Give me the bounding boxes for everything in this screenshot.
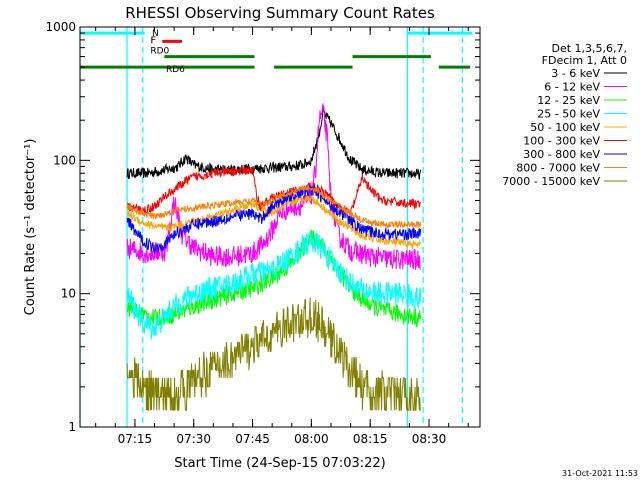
y-tick-label-1: 10 — [61, 287, 76, 301]
flag-label-2: F — [150, 35, 156, 46]
x-tick-label-4: 08:15 — [353, 432, 388, 446]
legend-header-0: Det 1,3,5,6,7, — [551, 42, 627, 55]
x-axis-label: Start Time (24-Sep-15 07:03:22) — [174, 456, 385, 471]
y-tick-label-2: 100 — [53, 153, 76, 167]
series-trace-2 — [126, 229, 422, 329]
flag-label-5: RD6 — [166, 65, 185, 75]
x-tick-label-2: 07:45 — [235, 432, 270, 446]
flag-label-3: RD0 — [150, 47, 169, 57]
legend-entry-4: 50 - 100 keV — [530, 121, 600, 134]
timestamp-label: 31-Oct-2021 11:53 — [562, 469, 638, 478]
series-trace-8 — [126, 297, 421, 411]
legend-entry-2: 12 - 25 keV — [537, 94, 600, 107]
series-trace-5 — [126, 164, 421, 216]
x-tick-label-3: 08:00 — [294, 432, 329, 446]
series-trace-7 — [126, 185, 422, 230]
legend-entry-7: 800 - 7000 keV — [516, 162, 600, 175]
data-layer — [80, 27, 463, 427]
legend-entry-0: 3 - 6 keV — [551, 67, 600, 80]
x-tick-label-1: 07:30 — [176, 432, 211, 446]
series-trace-6 — [126, 184, 422, 254]
plot-frame — [79, 26, 481, 428]
legend: Det 1,3,5,6,7,FDecim 1, Att 03 - 6 keV6 … — [502, 42, 627, 188]
legend-header-1: FDecim 1, Att 0 — [542, 54, 627, 67]
x-tick-label-5: 08:30 — [412, 432, 447, 446]
legend-entry-1: 6 - 12 keV — [544, 81, 600, 94]
y-tick-label-0: 1 — [68, 420, 76, 434]
series-trace-4 — [126, 194, 422, 250]
series-trace-3 — [126, 231, 422, 341]
flag-label-0: N — [152, 29, 159, 39]
legend-entry-3: 25 - 50 keV — [537, 108, 600, 121]
chart-title: RHESSI Observing Summary Count Rates — [125, 4, 435, 22]
legend-entry-6: 300 - 800 keV — [523, 148, 600, 161]
series-trace-0 — [126, 108, 422, 180]
legend-entry-8: 7000 - 15000 keV — [502, 175, 600, 188]
y-axis-label: Count Rate (s⁻¹ detector⁻¹) — [23, 139, 38, 316]
y-tick-label-3: 1000 — [45, 20, 76, 34]
axis-layer: 07:15 07:30 07:45 08:00 08:15 08:30 1 10 100 1000 — [45, 20, 480, 446]
x-tick-label-0: 07:15 — [118, 432, 153, 446]
legend-entry-5: 100 - 300 keV — [523, 135, 600, 148]
